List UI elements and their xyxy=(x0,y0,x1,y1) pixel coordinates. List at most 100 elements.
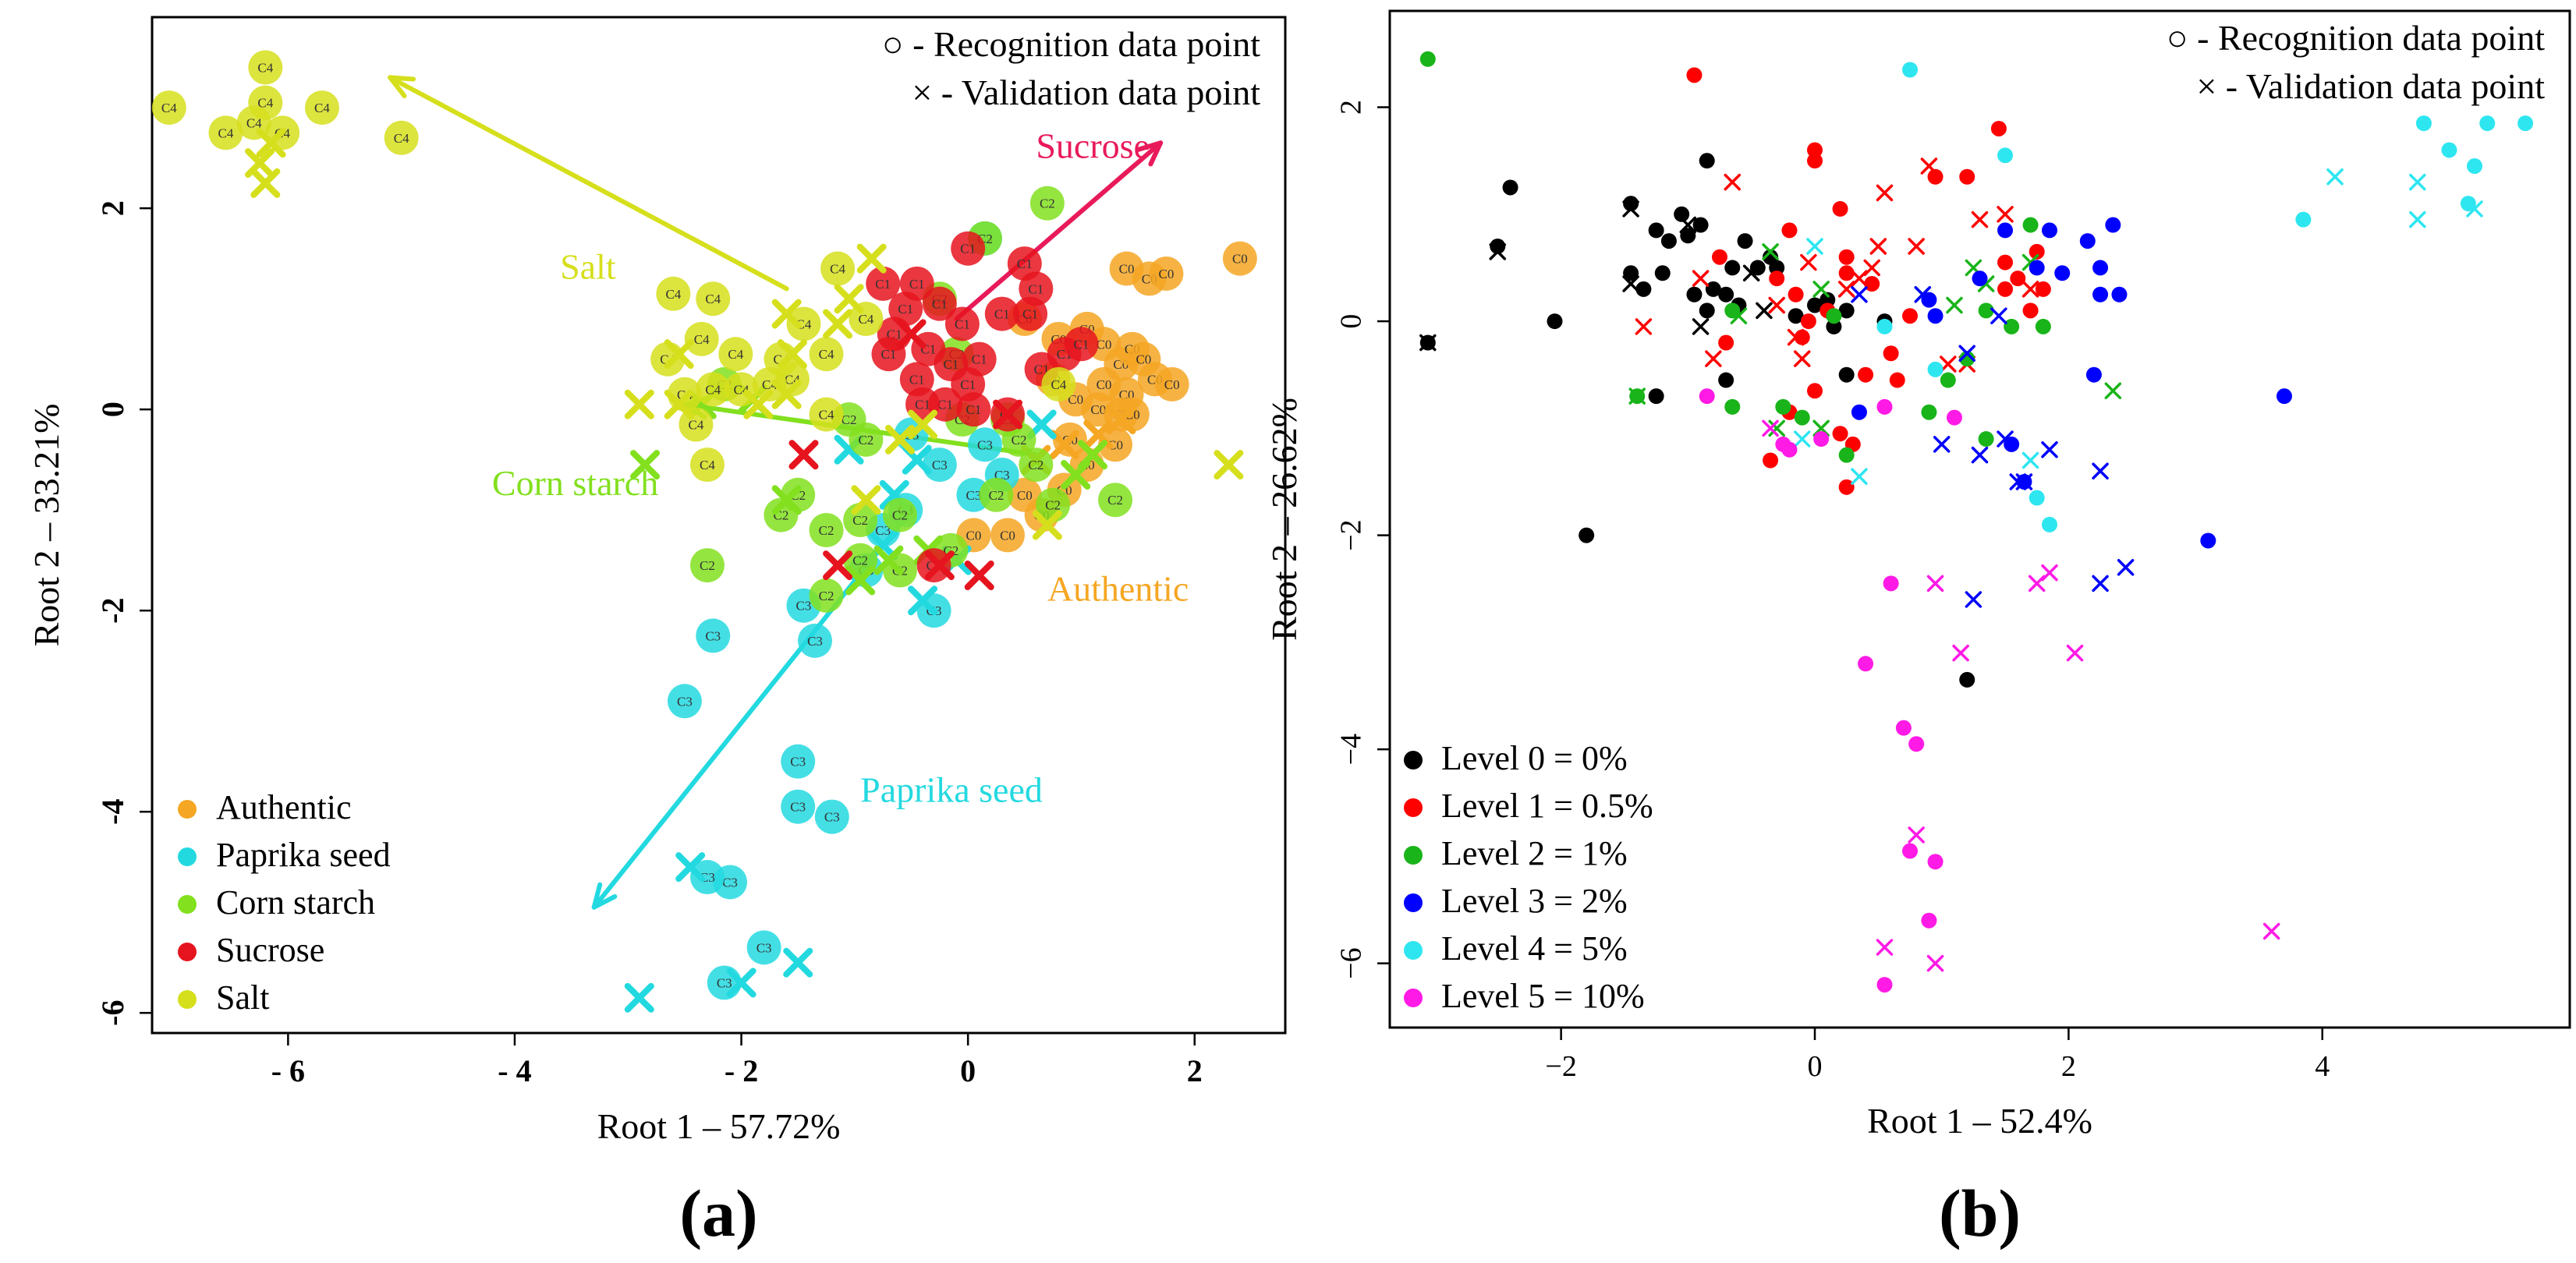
svg-text:C3: C3 xyxy=(717,975,732,990)
recognition-point xyxy=(2200,532,2216,549)
validation-point xyxy=(884,424,915,455)
recognition-point xyxy=(1997,254,2014,271)
recognition-point xyxy=(1940,372,1956,388)
legend-label: Salt xyxy=(216,978,269,1017)
svg-text:C4: C4 xyxy=(694,332,710,347)
y-tick-label: -2 xyxy=(95,597,130,623)
validation-point xyxy=(664,339,694,370)
recognition-point xyxy=(1794,409,1810,426)
svg-text:C4: C4 xyxy=(665,287,681,302)
svg-text:C1: C1 xyxy=(1017,256,1033,271)
recognition-point xyxy=(2441,142,2457,158)
validation-point xyxy=(1997,206,2014,223)
recognition-point xyxy=(1819,292,1836,308)
validation-point xyxy=(1724,173,1742,191)
validation-point xyxy=(2409,173,2426,191)
legend-label: Level 5 = 10% xyxy=(1441,977,1645,1015)
recognition-point xyxy=(1921,404,1937,420)
validation-point xyxy=(1806,238,1823,255)
svg-text:C3: C3 xyxy=(966,488,982,503)
x-tick-label: 4 xyxy=(2315,1050,2330,1083)
validation-point xyxy=(845,565,876,596)
svg-text:C4: C4 xyxy=(705,292,721,306)
svg-text:C0: C0 xyxy=(1068,392,1083,407)
validation-point xyxy=(1990,307,2007,324)
recognition-point xyxy=(1997,222,2014,239)
svg-text:C0: C0 xyxy=(1136,352,1151,367)
svg-text:C3: C3 xyxy=(932,458,948,472)
svg-text:C1: C1 xyxy=(909,372,925,387)
recognition-point xyxy=(2054,265,2071,281)
recognition-point xyxy=(2415,115,2432,132)
recognition-point xyxy=(1838,479,1855,495)
recognition-point xyxy=(1724,398,1741,415)
svg-text:C2: C2 xyxy=(892,508,908,523)
svg-text:C3: C3 xyxy=(796,599,812,614)
validation-point xyxy=(630,450,661,480)
recognition-point xyxy=(1623,265,1639,281)
plot-frame xyxy=(1388,9,2571,1029)
x-axis-title: Root 1 – 57.72% xyxy=(597,1106,841,1146)
legend-swatch xyxy=(1404,941,1423,960)
plot-frame xyxy=(151,16,1287,1035)
recognition-point: C4 xyxy=(1041,366,1076,402)
validation-point xyxy=(1032,510,1062,540)
validation-point xyxy=(1793,350,1811,367)
recognition-point: C4 xyxy=(820,251,856,286)
svg-text:C3: C3 xyxy=(824,810,840,825)
svg-text:C4: C4 xyxy=(218,126,234,140)
recognition-point xyxy=(1883,345,1899,362)
recognition-point xyxy=(1927,854,1944,870)
svg-text:C2: C2 xyxy=(852,554,868,568)
svg-text:C4: C4 xyxy=(819,408,834,423)
y-tick-label: 2 xyxy=(1335,100,1368,115)
recognition-point xyxy=(1724,260,1741,276)
recognition-point xyxy=(2004,318,2020,334)
validation-point xyxy=(1692,318,1710,335)
validation-point xyxy=(896,319,927,349)
legend-swatch xyxy=(1404,989,1423,1007)
recognition-point xyxy=(1908,736,1925,752)
legend-swatch xyxy=(1404,893,1423,912)
validation-point xyxy=(1742,264,1760,282)
validation-point xyxy=(1876,939,1894,956)
recognition-point xyxy=(1718,372,1734,388)
recognition-point: C4 xyxy=(304,90,339,126)
validation-point xyxy=(1787,328,1805,346)
recognition-point: C2 xyxy=(809,512,844,547)
legend-swatch xyxy=(1404,798,1423,817)
x-tick-label: 0 xyxy=(960,1053,976,1088)
validation-point xyxy=(1812,281,1830,298)
validation-point xyxy=(726,968,757,998)
vector-label: Salt xyxy=(560,246,616,286)
validation-point xyxy=(1851,270,1868,287)
validation-point xyxy=(834,284,864,314)
validation-point xyxy=(1622,275,1639,292)
svg-text:C4: C4 xyxy=(161,101,177,115)
legend-swatch xyxy=(178,943,197,961)
recognition-point xyxy=(1813,431,1830,448)
validation-point xyxy=(1920,157,1938,175)
recognition-point: C0 xyxy=(1149,256,1184,291)
validation-point xyxy=(1958,345,1975,362)
recognition-marker-note: ○ - Recognition data point xyxy=(882,24,1260,64)
svg-text:C1: C1 xyxy=(875,277,891,292)
recognition-point xyxy=(2022,217,2039,233)
recognition-point: C4 xyxy=(248,50,283,85)
recognition-point xyxy=(1490,238,1506,254)
recognition-point xyxy=(1972,271,1988,287)
validation-point xyxy=(1876,184,1894,202)
recognition-point: C2 xyxy=(1029,186,1065,221)
recognition-point: C1 xyxy=(984,296,1019,331)
svg-text:C0: C0 xyxy=(1119,262,1135,277)
recognition-point xyxy=(1674,206,1690,222)
recognition-point xyxy=(1883,575,1899,592)
validation-point xyxy=(2021,451,2039,469)
svg-text:C4: C4 xyxy=(257,61,273,76)
recognition-point: C3 xyxy=(781,789,816,824)
recognition-point xyxy=(2029,260,2045,276)
recognition-point xyxy=(1826,318,1842,334)
x-axis-title: Root 1 – 52.4% xyxy=(1867,1101,2092,1141)
recognition-point xyxy=(2079,233,2096,249)
svg-text:C1: C1 xyxy=(898,302,913,317)
